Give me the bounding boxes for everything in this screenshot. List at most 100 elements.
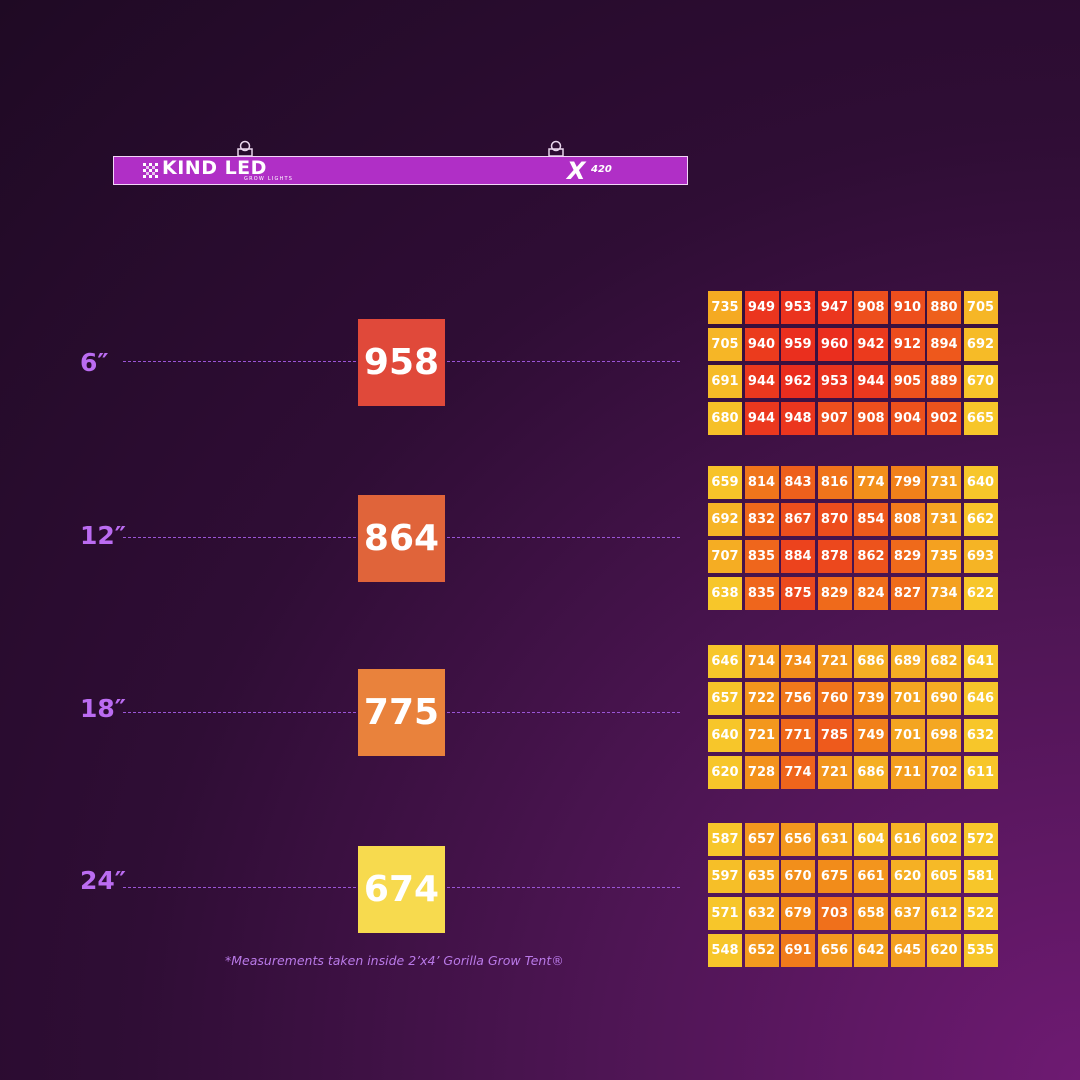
ppfd-cell: 721 [744, 719, 779, 752]
ppfd-cell: 661 [854, 860, 888, 893]
ppfd-cell: 679 [781, 897, 815, 930]
ppfd-cell: 587 [708, 823, 742, 856]
ppfd-cell: 635 [744, 860, 779, 893]
ppfd-cell: 735 [708, 291, 742, 324]
model-number: 420 [591, 164, 612, 175]
ppfd-cell: 908 [854, 402, 888, 435]
ppfd-cell: 602 [927, 823, 961, 856]
ppfd-cell: 731 [927, 503, 961, 536]
ppfd-cell: 749 [854, 719, 888, 752]
dashed-line-left [123, 537, 356, 538]
ppfd-cell: 701 [890, 682, 925, 715]
ppfd-cell: 949 [744, 291, 779, 324]
ppfd-cell: 637 [890, 897, 925, 930]
ppfd-cell: 944 [744, 402, 779, 435]
ppfd-cell: 912 [890, 328, 925, 361]
ppfd-cell: 832 [744, 503, 779, 536]
ppfd-cell: 703 [817, 897, 852, 930]
average-ppfd-box: 958 [358, 319, 445, 406]
ppfd-cell: 771 [781, 719, 815, 752]
ppfd-cell: 829 [890, 540, 925, 573]
ppfd-cell: 799 [890, 466, 925, 499]
ppfd-cell: 878 [817, 540, 852, 573]
ppfd-cell: 907 [817, 402, 852, 435]
ppfd-cell: 691 [708, 365, 742, 398]
ppfd-cell: 774 [781, 756, 815, 789]
ppfd-cell: 889 [927, 365, 961, 398]
ppfd-cell: 905 [890, 365, 925, 398]
ppfd-cell: 548 [708, 934, 742, 967]
ppfd-cell: 701 [890, 719, 925, 752]
ppfd-cell: 870 [817, 503, 852, 536]
ppfd-cell: 640 [708, 719, 742, 752]
hanger-left-icon [237, 140, 253, 157]
average-ppfd-box: 864 [358, 495, 445, 582]
ppfd-cell: 641 [963, 645, 998, 678]
ppfd-cell: 689 [890, 645, 925, 678]
ppfd-cell: 827 [890, 577, 925, 610]
ppfd-cell: 739 [854, 682, 888, 715]
ppfd-cell: 902 [927, 402, 961, 435]
ppfd-cell: 714 [744, 645, 779, 678]
ppfd-cell: 693 [963, 540, 998, 573]
ppfd-cell: 612 [927, 897, 961, 930]
ppfd-cell: 774 [854, 466, 888, 499]
ppfd-cell: 645 [890, 934, 925, 967]
height-label: 12″ [80, 521, 126, 550]
led-fixture: KIND LED GROW LIGHTS X 420 [113, 156, 688, 185]
ppfd-cell: 658 [854, 897, 888, 930]
ppfd-cell: 652 [744, 934, 779, 967]
ppfd-cell: 659 [708, 466, 742, 499]
dashed-line-right [447, 537, 680, 538]
ppfd-cell: 662 [963, 503, 998, 536]
ppfd-cell: 705 [963, 291, 998, 324]
ppfd-cell: 824 [854, 577, 888, 610]
ppfd-cell: 875 [781, 577, 815, 610]
ppfd-cell: 940 [744, 328, 779, 361]
dashed-line-left [123, 887, 356, 888]
ppfd-cell: 698 [927, 719, 961, 752]
ppfd-cell: 721 [817, 756, 852, 789]
ppfd-cell: 686 [854, 645, 888, 678]
ppfd-cell: 611 [963, 756, 998, 789]
ppfd-cell: 944 [744, 365, 779, 398]
ppfd-cell: 904 [890, 402, 925, 435]
ppfd-cell: 616 [890, 823, 925, 856]
ppfd-cell: 572 [963, 823, 998, 856]
ppfd-cell: 680 [708, 402, 742, 435]
ppfd-cell: 642 [854, 934, 888, 967]
ppfd-cell: 835 [744, 540, 779, 573]
ppfd-cell: 656 [781, 823, 815, 856]
ppfd-cell: 597 [708, 860, 742, 893]
ppfd-cell: 620 [890, 860, 925, 893]
brand-logo: KIND LED [162, 157, 267, 179]
ppfd-cell: 657 [744, 823, 779, 856]
ppfd-cell: 622 [963, 577, 998, 610]
ppfd-cell: 884 [781, 540, 815, 573]
ppfd-cell: 721 [817, 645, 852, 678]
ppfd-grid: 735 949 953 947 908 910 880 705 705 940 959 960 942 9… [708, 291, 1000, 435]
ppfd-cell: 814 [744, 466, 779, 499]
height-label: 6″ [80, 348, 109, 377]
average-ppfd-box: 775 [358, 669, 445, 756]
ppfd-cell: 947 [817, 291, 852, 324]
model-prefix: X [567, 157, 586, 185]
ppfd-cell: 862 [854, 540, 888, 573]
ppfd-cell: 640 [963, 466, 998, 499]
ppfd-cell: 894 [927, 328, 961, 361]
ppfd-cell: 682 [927, 645, 961, 678]
ppfd-cell: 960 [817, 328, 852, 361]
ppfd-cell: 711 [890, 756, 925, 789]
ppfd-cell: 670 [963, 365, 998, 398]
ppfd-cell: 656 [817, 934, 852, 967]
ppfd-cell: 571 [708, 897, 742, 930]
ppfd-cell: 760 [817, 682, 852, 715]
ppfd-cell: 535 [963, 934, 998, 967]
ppfd-cell: 581 [963, 860, 998, 893]
ppfd-cell: 962 [781, 365, 815, 398]
ppfd-cell: 816 [817, 466, 852, 499]
ppfd-cell: 880 [927, 291, 961, 324]
ppfd-cell: 735 [927, 540, 961, 573]
ppfd-cell: 959 [781, 328, 815, 361]
ppfd-cell: 835 [744, 577, 779, 610]
